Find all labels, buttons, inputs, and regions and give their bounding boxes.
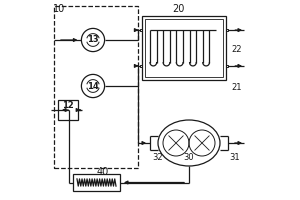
Text: 12: 12 [62, 102, 74, 110]
Bar [140, 65, 142, 67]
Text: 13: 13 [87, 36, 99, 45]
Bar [73, 174, 120, 191]
Text: 20: 20 [172, 4, 184, 14]
Text: 21: 21 [231, 83, 242, 92]
Bar [58, 100, 78, 120]
Text: 40: 40 [97, 167, 109, 177]
Text: 30: 30 [184, 153, 194, 162]
Bar [140, 29, 142, 31]
Bar [142, 16, 226, 80]
Text: 14: 14 [87, 82, 99, 90]
Bar [226, 65, 228, 67]
Bar [226, 29, 228, 31]
Bar [145, 19, 223, 77]
Text: 10: 10 [53, 4, 65, 14]
Bar [54, 6, 138, 168]
Text: 32: 32 [152, 152, 163, 162]
Text: 31: 31 [229, 152, 240, 162]
Text: 22: 22 [231, 46, 242, 54]
